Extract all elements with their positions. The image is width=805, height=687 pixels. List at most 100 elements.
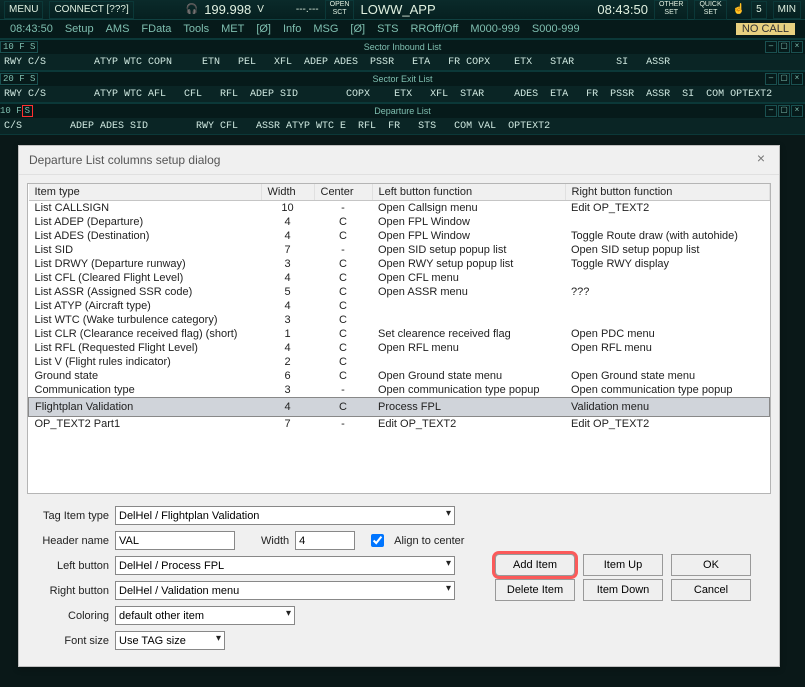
connect-button[interactable]: CONNECT [???] [49,1,133,19]
min-icon[interactable]: – [765,41,777,53]
table-row[interactable]: List CFL (Cleared Flight Level)4COpen CF… [29,271,770,285]
menu-item[interactable]: Setup [65,23,94,35]
menu-button[interactable]: MENU [4,1,43,19]
table-row[interactable]: List ADEP (Departure)4COpen FPL Window [29,215,770,229]
open-sct-button[interactable]: OPEN SCT [325,0,355,20]
strip-prefix: 20 F S [0,73,38,85]
close-icon[interactable]: × [791,41,803,53]
coloring-select[interactable] [115,606,295,625]
width-input[interactable] [295,531,355,550]
cell-right-button: Open SID setup popup list [565,243,770,257]
table-row[interactable]: Ground state6COpen Ground state menuOpen… [29,369,770,383]
hand-icon[interactable]: ☝ [733,4,745,15]
cell-right-button: Toggle RWY display [565,257,770,271]
delete-item-button[interactable]: Delete Item [495,579,575,601]
table-row[interactable]: OP_TEXT2 Part17-Edit OP_TEXT2Edit OP_TEX… [29,417,770,432]
close-icon[interactable]: × [751,150,771,170]
header-center[interactable]: Center [314,184,372,201]
cell-left-button: Set clearence received flag [372,327,565,341]
cell-left-button [372,299,565,313]
table-row[interactable]: List ATYP (Aircraft type)4C [29,299,770,313]
left-button-select[interactable] [115,556,455,575]
strip-prefix-red[interactable]: S [22,105,33,117]
cell-type: Communication type [29,383,262,398]
width-label: Width [261,535,289,547]
cell-width: 4 [261,215,314,229]
cell-type: List SID [29,243,262,257]
columns-setup-dialog: Departure List columns setup dialog × It… [18,145,780,667]
cell-left-button: Process FPL [372,398,565,417]
close-icon[interactable]: × [791,105,803,117]
right-button-select[interactable] [115,581,455,600]
header-name-input[interactable] [115,531,235,550]
max-icon[interactable]: ▢ [778,105,790,117]
menu-item[interactable]: AMS [106,23,130,35]
cell-center: C [314,355,372,369]
header-width[interactable]: Width [261,184,314,201]
min-icon[interactable]: – [765,105,777,117]
table-row[interactable]: List CLR (Clearance received flag) (shor… [29,327,770,341]
menu-item[interactable]: RROff/Off [410,23,458,35]
cell-width: 3 [261,383,314,398]
cell-type: List CALLSIGN [29,201,262,216]
menu-item[interactable]: Info [283,23,301,35]
table-row[interactable]: List CALLSIGN10-Open Callsign menuEdit O… [29,201,770,216]
columns-list[interactable]: Item type Width Center Left button funct… [27,183,771,494]
min-label: MIN [778,4,796,15]
header-right-button[interactable]: Right button function [565,184,770,201]
table-row[interactable]: List RFL (Requested Flight Level)4COpen … [29,341,770,355]
ok-button[interactable]: OK [671,554,751,576]
cell-center: C [314,271,372,285]
cell-type: List CLR (Clearance received flag) (shor… [29,327,262,341]
max-icon[interactable]: ▢ [778,73,790,85]
sector-exit-header: 20 F S Sector Exit List –▢× [0,71,805,86]
cancel-button[interactable]: Cancel [671,579,751,601]
cell-type: List ADEP (Departure) [29,215,262,229]
fontsize-select[interactable] [115,631,225,650]
cell-left-button: Open Ground state menu [372,369,565,383]
menu-item[interactable]: S000-999 [532,23,580,35]
cell-right-button: ??? [565,285,770,299]
menu-item[interactable]: MSG [313,23,338,35]
menu-item[interactable]: [Ø] [256,23,271,35]
menu-item[interactable]: Tools [183,23,209,35]
menu-item[interactable]: M000-999 [470,23,520,35]
cell-type: List ADES (Destination) [29,229,262,243]
min-icon[interactable]: – [765,73,777,85]
table-row[interactable]: List V (Flight rules indicator)2C [29,355,770,369]
item-up-button[interactable]: Item Up [583,554,663,576]
header-item-type[interactable]: Item type [29,184,262,201]
menu-item[interactable]: [Ø] [350,23,365,35]
cell-right-button: Toggle Route draw (with autohide) [565,229,770,243]
cell-right-button [565,313,770,327]
table-row[interactable]: List ASSR (Assigned SSR code)5COpen ASSR… [29,285,770,299]
cell-left-button: Open ASSR menu [372,285,565,299]
table-row[interactable]: List DRWY (Departure runway)3COpen RWY s… [29,257,770,271]
menu-item[interactable]: FData [141,23,171,35]
cell-center: C [314,285,372,299]
cell-type: Flightplan Validation [29,398,262,417]
item-down-button[interactable]: Item Down [583,579,663,601]
other-set-button[interactable]: OTHER SET [654,0,689,20]
cell-right-button: Open PDC menu [565,327,770,341]
table-row[interactable]: Flightplan Validation4CProcess FPLValida… [29,398,770,417]
header-left-button[interactable]: Left button function [372,184,565,201]
table-row[interactable]: List ADES (Destination)4COpen FPL Window… [29,229,770,243]
table-row[interactable]: List WTC (Wake turbulence category)3C [29,313,770,327]
cell-type: OP_TEXT2 Part1 [29,417,262,432]
max-icon[interactable]: ▢ [778,41,790,53]
quick-set-button[interactable]: QUICK SET [694,0,726,20]
table-row[interactable]: Communication type3-Open communication t… [29,383,770,398]
sector-inbound-cols: RWY C/S ATYP WTC COPN ETN PEL XFL ADEP A… [0,54,805,71]
menu-item[interactable]: STS [377,23,398,35]
min-button[interactable]: MIN [773,1,801,19]
menu-item[interactable]: MET [221,23,244,35]
cell-right-button [565,355,770,369]
cell-center: C [314,229,372,243]
align-center-checkbox[interactable] [371,534,384,547]
speed-button[interactable]: 5 [751,1,767,19]
tag-item-type-select[interactable] [115,506,455,525]
close-icon[interactable]: × [791,73,803,85]
add-item-button[interactable]: Add Item [495,554,575,576]
table-row[interactable]: List SID7-Open SID setup popup listOpen … [29,243,770,257]
